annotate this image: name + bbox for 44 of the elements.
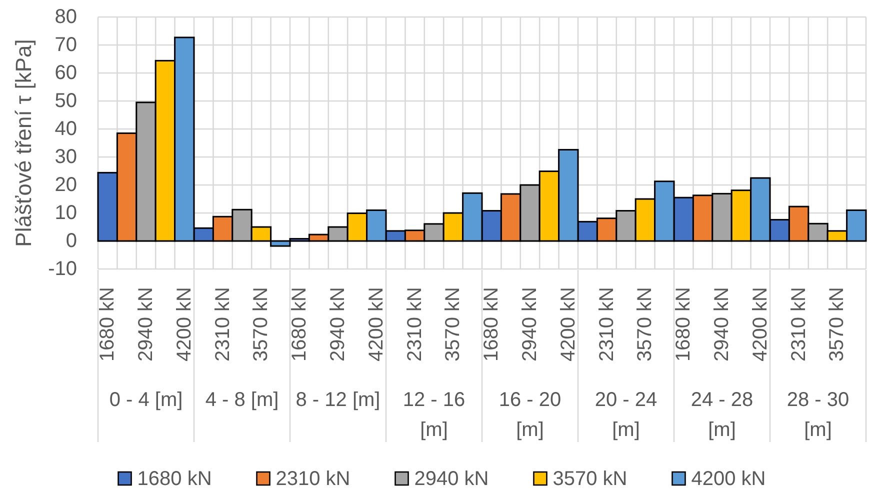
legend-label: 4200 kN <box>691 468 766 490</box>
y-tick-label: 0 <box>66 230 77 252</box>
text: 3570 kN <box>634 287 656 362</box>
y-tick-label: 80 <box>54 6 77 28</box>
x-tick-label: 4 - 8 [m] <box>205 389 279 411</box>
text: 2940 kN <box>135 287 157 362</box>
y-tick-label: -10 <box>48 258 77 280</box>
text: 1680 kN <box>288 287 311 362</box>
x-tick-label: 24 - 28 [m] <box>690 389 754 441</box>
text: 3570 kN <box>826 287 848 362</box>
text: 1680 kN <box>480 287 503 362</box>
x-tick-label: 28 - 30 [m] <box>786 389 850 441</box>
y-tick-label: 50 <box>54 90 77 112</box>
text: 4200 kN <box>557 287 580 362</box>
x-tick-label: 20 - 24 [m] <box>594 389 658 441</box>
y-tick-label: 70 <box>54 34 77 56</box>
legend-label: 3570 kN <box>552 468 628 490</box>
text: 2310 kN <box>788 287 810 362</box>
text: 2940 kN <box>327 287 349 362</box>
y-tick-label: 20 <box>54 174 77 196</box>
x-tick-label: 8 - 12 [m] <box>296 389 380 411</box>
y-tick-label: 10 <box>54 202 77 224</box>
legend-label: 1680 kN <box>137 468 212 490</box>
text: 1680 kN <box>96 287 119 362</box>
text: 2310 kN <box>404 287 426 362</box>
text: 4200 kN <box>365 287 388 362</box>
x-tick-label: 16 - 20 [m] <box>498 389 562 441</box>
text: 3570 kN <box>442 287 464 362</box>
y-tick-label: 30 <box>54 146 77 168</box>
y-tick-label: 60 <box>54 62 77 84</box>
text: 3570 kN <box>250 287 272 362</box>
legend-label: 2310 kN <box>276 468 350 490</box>
x-tick-label: 12 - 16 [m] <box>402 389 466 441</box>
text: 2310 kN <box>596 287 618 362</box>
text: 4200 kN <box>173 287 196 362</box>
text: 1680 kN <box>672 287 695 362</box>
text: 4200 kN <box>749 287 772 362</box>
text: 2940 kN <box>711 287 733 362</box>
y-tick-label: 40 <box>54 118 77 140</box>
y-axis-title: Plášťové tření τ [kPa] <box>10 39 36 247</box>
legend-label: 2940 kN <box>414 468 489 490</box>
text: 2940 kN <box>519 287 541 362</box>
x-tick-label: 0 - 4 [m] <box>109 389 183 411</box>
text: 2310 kN <box>212 287 234 362</box>
